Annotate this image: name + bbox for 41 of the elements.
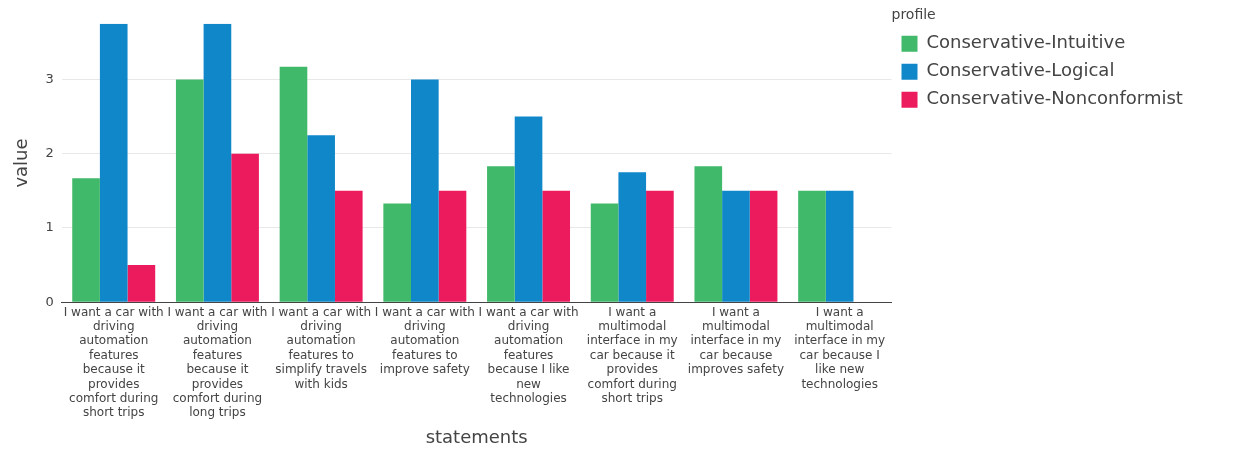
bar (487, 166, 515, 302)
y-tick-label: 3 (45, 70, 54, 86)
bar (646, 190, 674, 302)
x-tick-label: I want a car with driving automation features to simplify travels with kids (271, 304, 372, 391)
bar (279, 66, 308, 302)
x-tick-label: I want a multimodal interface in my car because it provides comfort during short trips (586, 304, 678, 405)
bar (175, 79, 204, 302)
bar (618, 172, 647, 302)
legend-label: Conservative-Intuitive (926, 31, 1126, 53)
x-axis-title: statements (425, 425, 528, 447)
y-tick-label: 0 (45, 293, 54, 309)
bar (438, 190, 467, 302)
bar (334, 190, 363, 302)
legend-label: Conservative-Logical (926, 59, 1115, 81)
legend-label: Conservative-Nonconformist (926, 87, 1183, 109)
x-tick-label: I want a car with driving automation features because it provides comfort during long trips (167, 304, 268, 420)
bar (99, 23, 128, 302)
bar (749, 190, 778, 302)
x-tick-label: I want a car with driving automation features because it provides comfort during short trips (63, 304, 164, 420)
bar (383, 203, 412, 302)
bar (231, 153, 259, 302)
legend-title: profile (891, 5, 936, 22)
x-tick-label: I want a multimodal interface in my car because I like new technologies (794, 304, 886, 391)
bar (514, 116, 543, 302)
y-axis-title: value (10, 138, 32, 188)
y-tick-label: 1 (45, 219, 54, 235)
x-tick-label: I want a multimodal interface in my car because improves safety (687, 304, 785, 377)
bar (590, 203, 619, 302)
x-tick-label: I want a car with driving automation features because I like new technologies (478, 304, 579, 405)
bar (694, 166, 723, 302)
bar (722, 190, 750, 302)
y-tick-label: 2 (45, 145, 54, 161)
bar (307, 135, 335, 302)
bar (798, 190, 826, 302)
x-tick-label: I want a car with driving automation features to improve safety (374, 304, 475, 377)
bar (127, 265, 156, 302)
bar (542, 190, 571, 302)
bar (203, 23, 232, 302)
bar (411, 79, 439, 302)
bar (825, 190, 854, 302)
bar (72, 178, 100, 302)
